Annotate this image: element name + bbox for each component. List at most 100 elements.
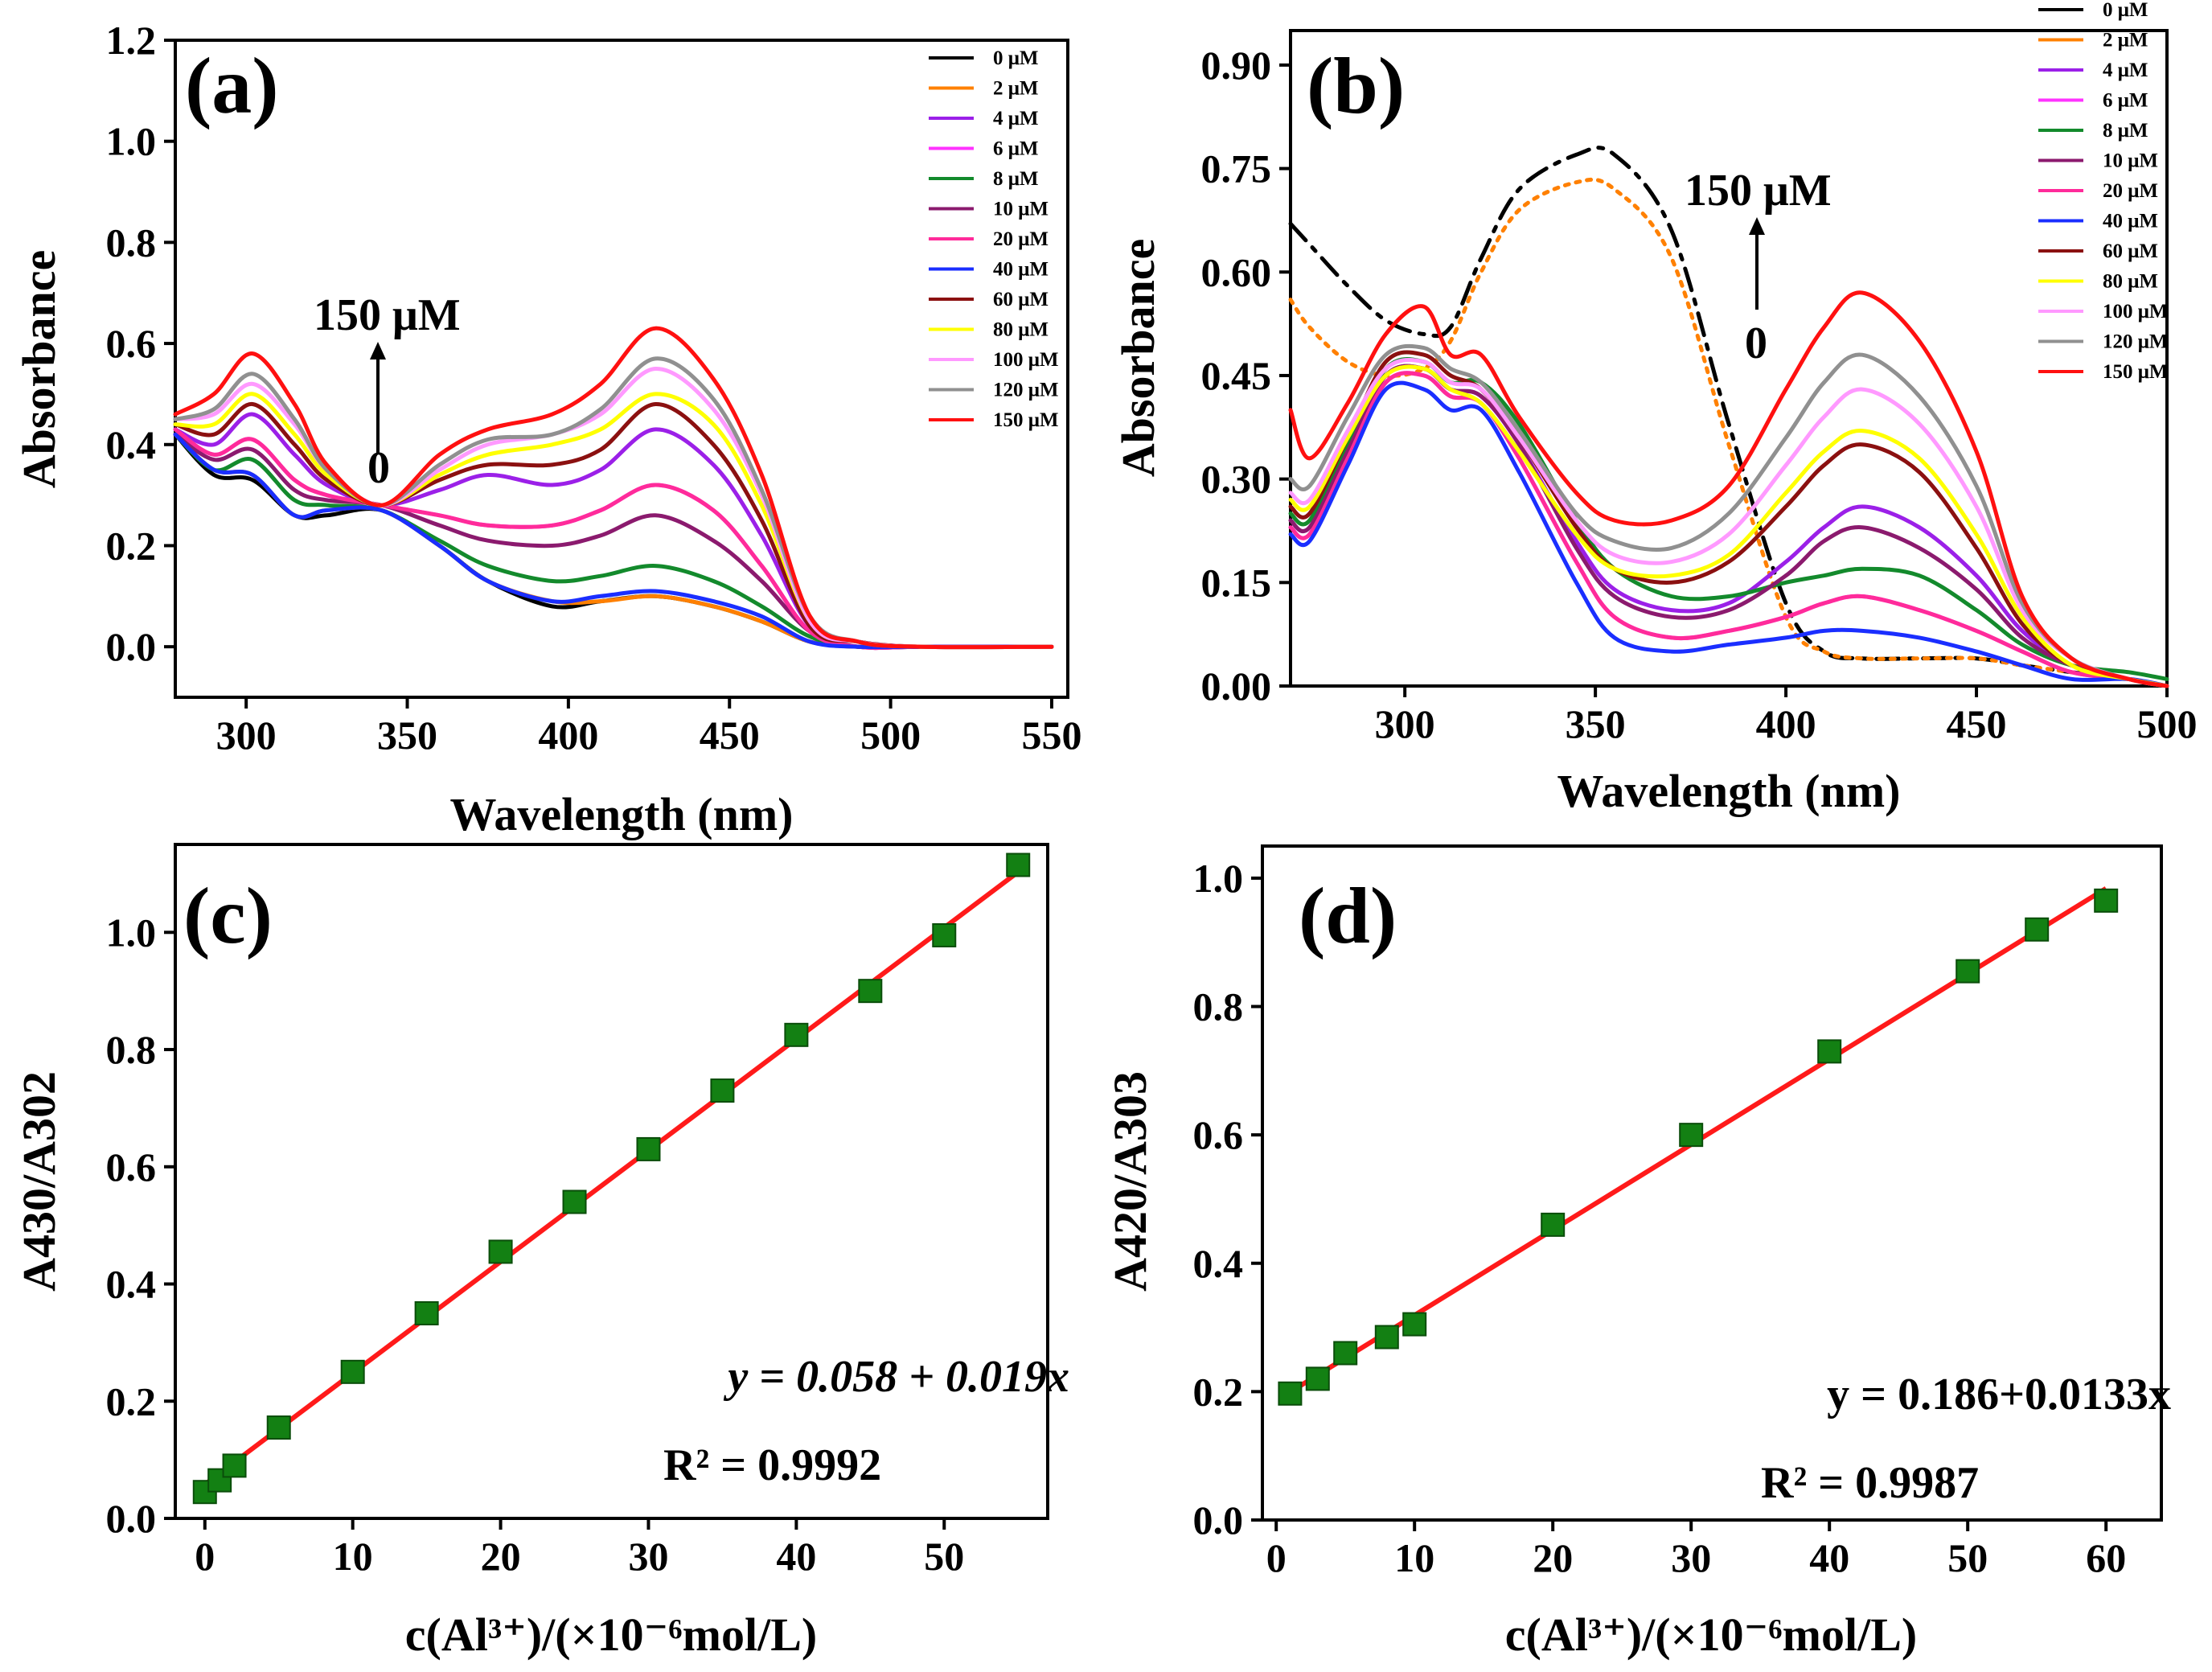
panel-a-xlabel: Wavelength (nm) xyxy=(450,788,794,840)
panel-a-annotation-top: 150 μM xyxy=(314,290,461,340)
panel-b-label: (b) xyxy=(1307,41,1405,130)
panel-b-xlabel: Wavelength (nm) xyxy=(1557,765,1901,817)
legend-label: 150 μM xyxy=(2103,361,2169,383)
legend-label: 0 μM xyxy=(2103,0,2148,21)
y-tick-label: 1.0 xyxy=(106,119,157,164)
y-tick-label: 0.8 xyxy=(106,220,157,265)
x-tick-label: 450 xyxy=(1947,701,2007,746)
data-point xyxy=(1333,1341,1358,1366)
panel-c-equation: y = 0.058 + 0.019x xyxy=(723,1352,1069,1402)
x-tick-label: 0 xyxy=(1266,1535,1287,1580)
y-tick-label: 0.90 xyxy=(1201,43,1272,88)
legend-label: 2 μM xyxy=(993,78,1039,100)
panel-b-curves xyxy=(1288,146,2169,688)
series-40M xyxy=(173,432,1054,650)
legend-label: 0 μM xyxy=(993,47,1039,69)
panel-a-frame xyxy=(174,39,1069,699)
panel-c-points xyxy=(192,852,1031,1505)
y-tick-label: 1.0 xyxy=(1193,856,1244,901)
legend-label: 40 μM xyxy=(2103,211,2158,232)
fit-line xyxy=(203,869,1020,1487)
y-tick-label: 0.8 xyxy=(1193,984,1244,1029)
panel-c-axes: 0 10 20 30 40 50 0.0 0.2 0.4 0.6 0.8 1.0 xyxy=(106,910,965,1579)
panel-c-xlabel: c(Al³⁺)/(×10⁻⁶mol/L) xyxy=(405,1608,817,1661)
data-point xyxy=(1402,1312,1427,1337)
panel-a-ylabel: Absorbance xyxy=(13,250,65,488)
data-point xyxy=(222,1453,247,1478)
x-tick-label: 400 xyxy=(538,713,598,758)
data-point xyxy=(340,1359,365,1384)
panel-d-r2: R² = 0.9987 xyxy=(1761,1458,1979,1508)
y-tick-label: 0.4 xyxy=(106,422,157,467)
x-tick-label: 30 xyxy=(628,1534,668,1579)
x-tick-label: 10 xyxy=(333,1534,373,1579)
panel-d-label: (d) xyxy=(1299,871,1397,960)
x-tick-label: 40 xyxy=(1809,1535,1849,1580)
series-40M xyxy=(1288,380,2169,688)
x-tick-label: 550 xyxy=(1021,713,1081,758)
panel-b-ylabel: Absorbance xyxy=(1112,239,1164,477)
data-point xyxy=(858,979,883,1004)
x-tick-label: 60 xyxy=(2086,1535,2126,1580)
panel-d-xlabel: c(Al³⁺)/(×10⁻⁶mol/L) xyxy=(1505,1608,1917,1661)
series-60M xyxy=(1288,350,2169,688)
panel-b: (b) 300 350 400 450 500 0.00 0.15 0.30 0.45 0.60 0… xyxy=(1112,0,2198,817)
x-tick-label: 300 xyxy=(216,713,277,758)
panel-b-annotation-bottom: 0 xyxy=(1745,318,1767,368)
y-tick-label: 0.0 xyxy=(1193,1497,1244,1543)
legend-label: 6 μM xyxy=(993,138,1039,160)
panel-b-annotation-top: 150 μM xyxy=(1685,166,1832,216)
legend-label: 80 μM xyxy=(993,319,1049,341)
x-tick-label: 20 xyxy=(481,1534,521,1579)
legend-label: 60 μM xyxy=(993,289,1049,310)
series-150M xyxy=(1288,290,2169,688)
x-tick-label: 350 xyxy=(1566,701,1626,746)
legend-label: 80 μM xyxy=(2103,271,2158,293)
data-point xyxy=(636,1136,661,1161)
panel-d-ylabel: A420/A303 xyxy=(1104,1071,1156,1292)
legend-label: 120 μM xyxy=(2103,331,2169,353)
x-tick-label: 300 xyxy=(1375,701,1435,746)
y-tick-label: 0.45 xyxy=(1201,353,1272,398)
panel-a-legend: 0 μM 2 μM 4 μM 6 μM 8 μM 10 μM 20 μM 40 μM 60 μM… xyxy=(929,47,1059,431)
panel-c-label: (c) xyxy=(183,871,273,960)
y-tick-label: 0.00 xyxy=(1201,663,1272,709)
panel-b-axes: 300 350 400 450 500 0.00 0.15 0.30 0.45 0.60 0.75 0… xyxy=(1201,43,2198,746)
panel-a-label: (a) xyxy=(185,41,279,130)
y-tick-label: 0.2 xyxy=(106,1378,157,1423)
legend-label: 120 μM xyxy=(993,380,1059,401)
y-tick-label: 0.0 xyxy=(106,1496,157,1541)
series-80M xyxy=(1288,364,2169,688)
data-point xyxy=(1817,1039,1842,1064)
y-tick-label: 0.4 xyxy=(1193,1241,1244,1286)
legend-label: 100 μM xyxy=(993,349,1059,371)
x-tick-label: 450 xyxy=(700,713,760,758)
x-tick-label: 0 xyxy=(195,1534,215,1579)
panel-d-axes: 0 10 20 30 40 50 60 0.0 0.2 0.4 0.6 0.8 1.0 xyxy=(1193,856,2127,1580)
data-point xyxy=(784,1022,809,1047)
data-point xyxy=(932,922,957,947)
x-tick-label: 50 xyxy=(924,1534,964,1579)
series-150M xyxy=(173,326,1054,650)
x-tick-label: 400 xyxy=(1756,701,1816,746)
data-point xyxy=(266,1415,291,1440)
data-point xyxy=(1006,852,1031,877)
legend-label: 60 μM xyxy=(2103,240,2158,262)
data-point xyxy=(2094,888,2119,913)
data-point xyxy=(1305,1366,1330,1391)
y-tick-label: 0.6 xyxy=(106,321,157,366)
panel-a: (a) 300 350 400 450 500 550 0.0 0.2 0.4 0.6 0.8 1.0… xyxy=(13,18,1081,840)
y-tick-label: 1.0 xyxy=(106,910,157,955)
legend-label: 10 μM xyxy=(2103,150,2158,172)
panel-a-annotation-bottom: 0 xyxy=(367,443,390,493)
legend-label: 10 μM xyxy=(993,199,1049,220)
y-tick-label: 0.6 xyxy=(1193,1112,1244,1157)
x-tick-label: 50 xyxy=(1947,1535,1988,1580)
data-point xyxy=(1541,1212,1566,1237)
panel-c-r2: R² = 0.9992 xyxy=(663,1440,881,1490)
y-tick-label: 0.2 xyxy=(1193,1369,1244,1414)
panel-d-equation: y = 0.186+0.0133x xyxy=(1827,1370,2171,1419)
legend-label: 8 μM xyxy=(993,168,1039,190)
data-point xyxy=(710,1078,735,1103)
